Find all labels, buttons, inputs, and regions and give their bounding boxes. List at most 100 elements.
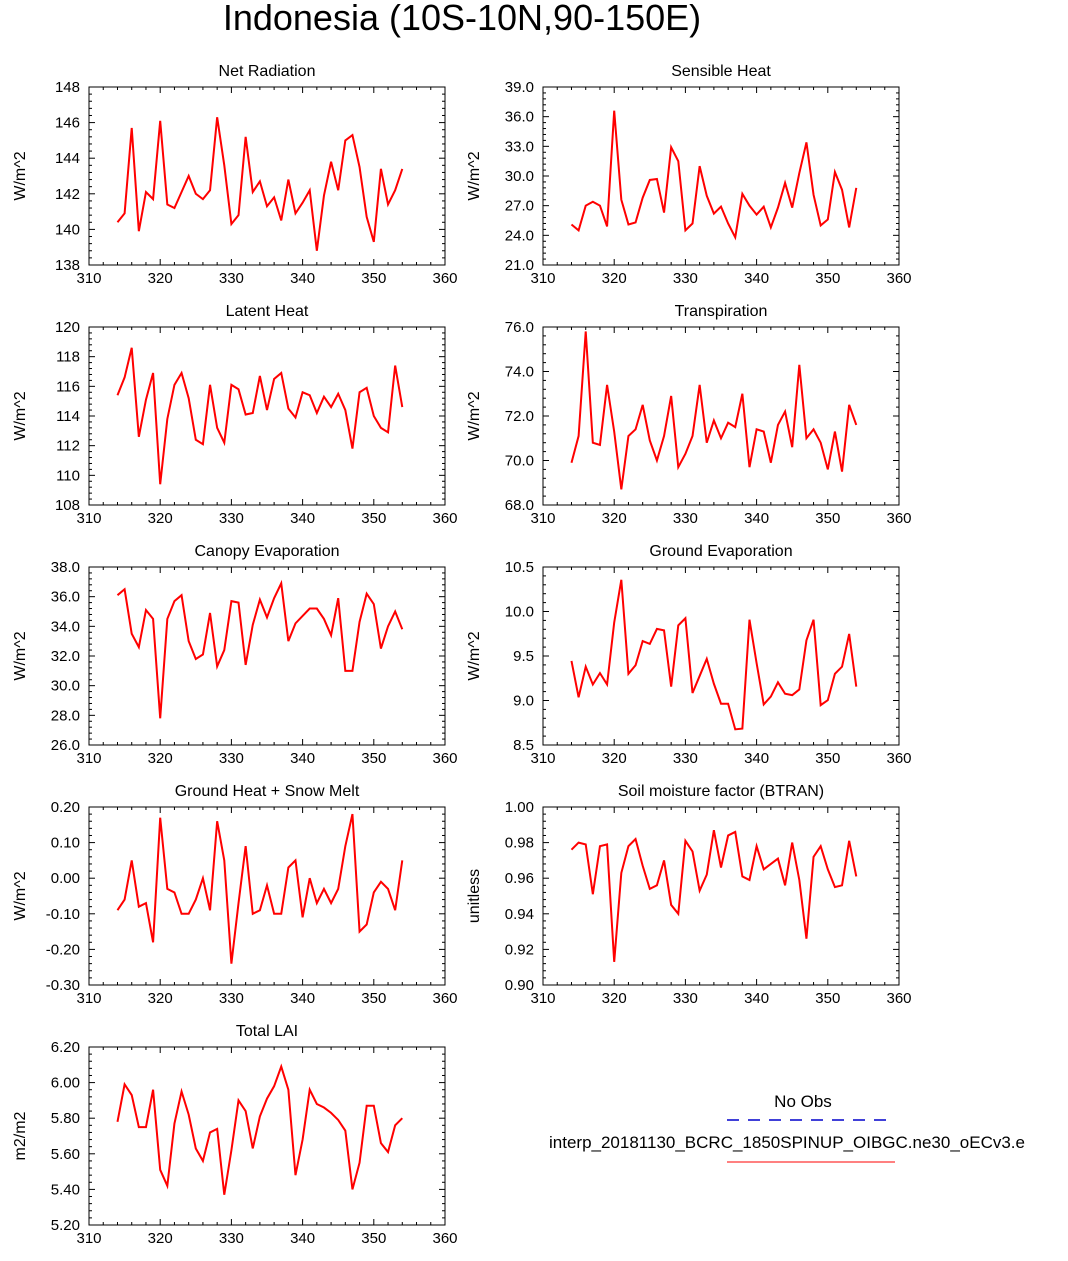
x-tick-label: 330 (219, 1230, 244, 1247)
plot-frame (88, 86, 446, 266)
x-tick-label: 320 (602, 990, 627, 1007)
chart-panel: Ground Heat + Snow Melt 310 320 330 340 350 36… (12, 783, 458, 1007)
panel-title: Net Radiation (219, 63, 316, 80)
y-tick-label: -0.30 (46, 977, 80, 994)
y-tick-label: 27.0 (505, 198, 534, 215)
y-tick-label: 9.0 (513, 693, 534, 710)
series-line (116, 813, 404, 964)
x-tick-label: 310 (76, 510, 101, 527)
y-axis-label: W/m^2 (466, 631, 483, 680)
x-tick-label: 310 (530, 270, 555, 287)
x-tick-label: 350 (361, 1230, 386, 1247)
y-tick-label: -0.20 (46, 941, 80, 958)
x-tick-label: 320 (148, 990, 173, 1007)
y-tick-label: 39.0 (505, 79, 534, 96)
series-line (570, 829, 858, 962)
x-tick-label: 360 (432, 270, 457, 287)
x-tick-label: 340 (290, 990, 315, 1007)
x-tick-label: 350 (815, 270, 840, 287)
y-tick-label: 5.40 (51, 1181, 80, 1198)
y-axis-label: m2/m2 (12, 1111, 29, 1160)
series-line (570, 331, 858, 490)
y-tick-label: 144 (55, 150, 80, 167)
plot-frame (542, 806, 900, 986)
y-tick-label: 146 (55, 115, 80, 132)
y-tick-label: 36.0 (505, 109, 534, 126)
x-tick-label: 360 (886, 510, 911, 527)
x-tick-label: 340 (744, 510, 769, 527)
plot-frame (542, 86, 900, 266)
x-tick-label: 360 (886, 270, 911, 287)
x-tick-label: 360 (432, 750, 457, 767)
x-tick-label: 340 (290, 510, 315, 527)
x-tick-label: 310 (76, 990, 101, 1007)
x-tick-label: 360 (886, 990, 911, 1007)
y-tick-label: 74.0 (505, 364, 534, 381)
y-tick-label: 38.0 (51, 559, 80, 576)
x-tick-label: 340 (290, 270, 315, 287)
legend-obs-label: No Obs (774, 1092, 832, 1111)
panel-title: Soil moisture factor (BTRAN) (618, 783, 824, 800)
panel-title: Sensible Heat (671, 63, 771, 80)
y-axis-label: unitless (466, 869, 483, 923)
y-tick-label: 10.5 (505, 559, 534, 576)
y-tick-label: 30.0 (51, 678, 80, 695)
x-tick-label: 350 (361, 750, 386, 767)
y-tick-label: 9.5 (513, 648, 534, 665)
x-tick-label: 340 (290, 1230, 315, 1247)
y-tick-label: 5.60 (51, 1146, 80, 1163)
y-tick-label: 0.00 (51, 870, 80, 887)
y-tick-label: 6.00 (51, 1075, 80, 1092)
plot-frame (542, 566, 900, 746)
x-tick-label: 360 (432, 1230, 457, 1247)
y-axis-label: W/m^2 (12, 151, 29, 200)
y-tick-label: 10.0 (505, 604, 534, 621)
x-tick-label: 330 (673, 990, 698, 1007)
y-tick-label: 70.0 (505, 453, 534, 470)
y-tick-label: 138 (55, 257, 80, 274)
x-tick-label: 360 (432, 510, 457, 527)
chart-panel: Latent Heat 310 320 330 340 350 360 108 110 112 11… (12, 303, 458, 527)
x-tick-label: 330 (219, 750, 244, 767)
legend: No Obs interp_20181130_BCRC_1850SPINUP_O… (549, 1092, 1025, 1163)
x-tick-label: 360 (432, 990, 457, 1007)
x-tick-label: 330 (673, 270, 698, 287)
y-tick-label: 120 (55, 319, 80, 336)
y-tick-label: 5.20 (51, 1217, 80, 1234)
chart-panel: Net Radiation 310 320 330 340 350 360 138 140 142… (12, 63, 458, 287)
y-tick-label: 36.0 (51, 589, 80, 606)
y-axis-label: W/m^2 (466, 151, 483, 200)
y-tick-label: 0.10 (51, 835, 80, 852)
series-line (570, 110, 858, 241)
series-line (570, 579, 858, 731)
panel-title: Transpiration (675, 303, 768, 320)
x-tick-label: 350 (815, 750, 840, 767)
panel-title: Latent Heat (226, 303, 309, 320)
x-tick-label: 350 (815, 990, 840, 1007)
x-tick-label: 340 (744, 990, 769, 1007)
chart-panel: Sensible Heat 310 320 330 340 350 360 21.0 24.0 2… (466, 63, 912, 287)
panel-title: Ground Heat + Snow Melt (175, 783, 360, 800)
x-tick-label: 360 (886, 750, 911, 767)
y-tick-label: -0.10 (46, 906, 80, 923)
series-line (116, 347, 404, 485)
chart-panel: Soil moisture factor (BTRAN) 310 320 330 340… (466, 783, 912, 1007)
panel-title: Total LAI (236, 1023, 298, 1040)
y-tick-label: 0.90 (505, 977, 534, 994)
x-tick-label: 350 (361, 510, 386, 527)
x-tick-label: 320 (148, 510, 173, 527)
x-tick-label: 340 (744, 750, 769, 767)
y-tick-label: 21.0 (505, 257, 534, 274)
x-tick-label: 310 (530, 990, 555, 1007)
plot-frame (542, 326, 900, 506)
y-tick-label: 148 (55, 79, 80, 96)
y-tick-label: 0.92 (505, 941, 534, 958)
x-tick-label: 320 (148, 750, 173, 767)
x-tick-label: 330 (673, 510, 698, 527)
y-tick-label: 32.0 (51, 648, 80, 665)
y-tick-label: 33.0 (505, 138, 534, 155)
x-tick-label: 310 (530, 510, 555, 527)
x-tick-label: 310 (76, 1230, 101, 1247)
y-tick-label: 6.20 (51, 1039, 80, 1056)
